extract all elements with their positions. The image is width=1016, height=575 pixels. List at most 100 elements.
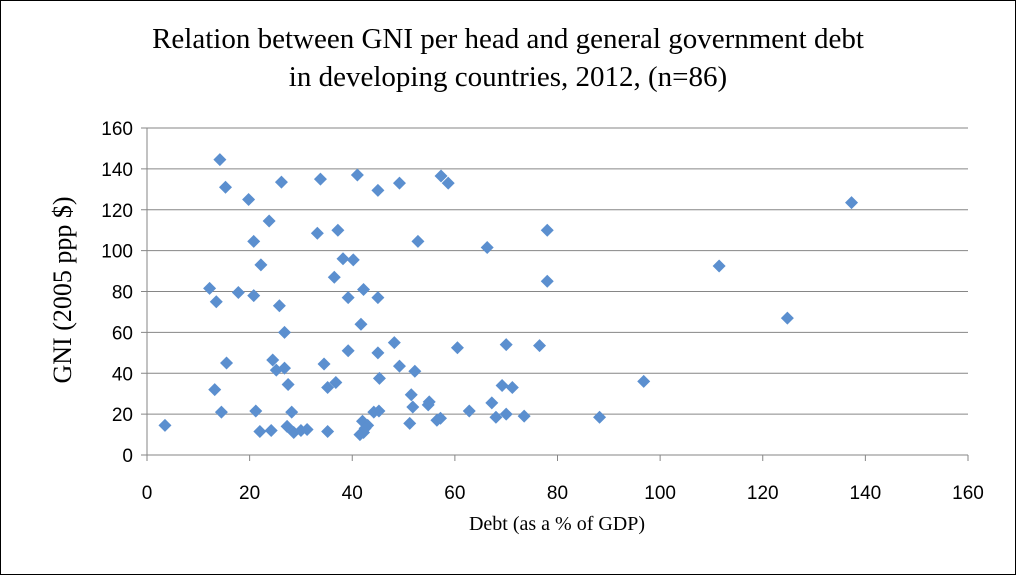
data-point [266,353,280,367]
y-tick-label: 60 [112,323,133,344]
data-point [406,400,420,414]
data-point [219,180,233,194]
y-axis-title: GNI (2005 ppp $) [48,196,77,383]
data-point [220,356,234,370]
data-point [341,344,355,358]
data-point [358,421,372,435]
data-point [387,336,401,350]
chart-title-line-2: in developing countries, 2012, (n=86) [288,61,728,93]
x-axis-title: Debt (as a % of GDP) [469,513,645,535]
x-tick-label: 80 [547,483,568,504]
data-point [371,183,385,197]
data-point [253,424,267,438]
data-point [331,223,345,237]
data-point [434,169,448,183]
data-point [462,404,476,418]
y-tick-label: 140 [101,160,133,181]
data-point [712,259,726,273]
data-point [408,364,422,378]
data-point [213,153,227,167]
data-point [209,295,223,309]
data-point [281,377,295,391]
data-point [327,270,341,284]
data-point [272,299,286,313]
data-point [300,422,314,436]
data-point [499,338,513,352]
data-point [350,168,364,182]
data-point [450,341,464,355]
data-point [505,381,519,395]
data-point [392,176,406,190]
data-point [214,405,228,419]
y-tick-label: 160 [101,119,133,140]
data-point [411,234,425,248]
data-point [321,424,335,438]
data-point [392,359,406,373]
data-point [354,317,368,331]
y-axis-ticks: 0 20 40 60 80 100 120 140 160 [101,119,133,467]
data-point [372,371,386,385]
data-point [499,407,513,421]
y-tick-label: 20 [112,405,133,426]
data-point [336,252,350,266]
data-point [247,234,261,248]
data-point [262,214,276,228]
data-point [310,226,324,240]
data-point [422,395,436,409]
data-point [441,176,455,190]
data-point [341,291,355,305]
data-point [346,253,360,267]
data-point [593,410,607,424]
gridlines [141,127,969,461]
data-points [158,153,859,442]
data-point [274,175,288,189]
data-point [264,423,278,437]
x-tick-label: 0 [142,483,153,504]
data-point [285,405,299,419]
data-point [404,388,418,402]
chart-title-line-1: Relation between GNI per head and genera… [152,23,864,55]
y-tick-label: 0 [122,446,133,467]
y-tick-label: 40 [112,364,133,385]
data-point [313,172,327,186]
data-point [321,381,335,395]
x-axis-ticks: 0 20 40 60 80 100 120 140 160 [142,483,984,504]
data-point [533,339,547,353]
data-point [357,282,371,296]
data-point [371,291,385,305]
data-point [489,410,503,424]
data-point [208,383,222,397]
data-point [231,286,245,300]
data-point [203,281,217,295]
x-tick-label: 120 [747,483,779,504]
x-tick-label: 40 [342,483,363,504]
data-point [278,325,292,339]
x-tick-label: 60 [444,483,465,504]
data-point [403,416,417,430]
data-point [540,274,554,288]
x-tick-label: 20 [239,483,260,504]
data-point [371,346,385,360]
data-point [485,396,499,410]
y-tick-label: 80 [112,283,133,304]
data-point [247,289,261,303]
x-tick-label: 140 [850,483,882,504]
data-point [495,379,509,393]
data-point [434,411,448,425]
data-point [278,361,292,375]
data-point [517,409,531,423]
data-point [249,404,263,418]
chart-title: Relation between GNI per head and genera… [0,20,1016,96]
data-point [317,357,331,371]
data-point [540,223,554,237]
data-point [637,374,651,388]
data-point [845,196,859,210]
y-tick-label: 120 [101,201,133,222]
data-point [480,241,494,255]
data-point [372,404,386,418]
x-tick-label: 160 [952,483,984,504]
data-point [242,193,256,207]
y-tick-label: 100 [101,242,133,263]
